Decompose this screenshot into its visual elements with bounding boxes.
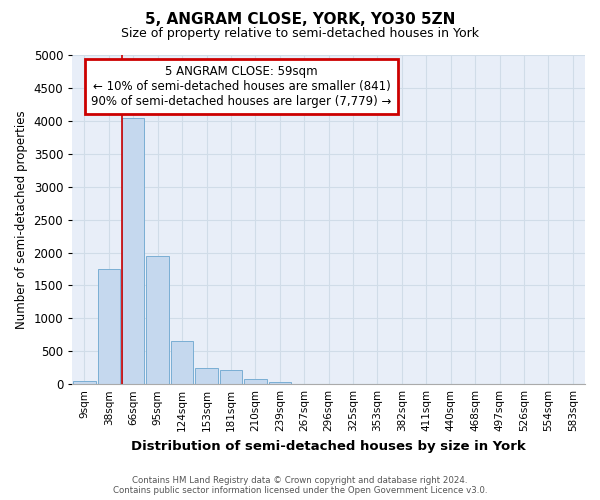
Bar xyxy=(269,382,291,384)
Bar xyxy=(122,118,145,384)
Bar xyxy=(98,269,120,384)
Y-axis label: Number of semi-detached properties: Number of semi-detached properties xyxy=(15,110,28,329)
Text: Contains HM Land Registry data © Crown copyright and database right 2024.
Contai: Contains HM Land Registry data © Crown c… xyxy=(113,476,487,495)
Text: 5 ANGRAM CLOSE: 59sqm
← 10% of semi-detached houses are smaller (841)
90% of sem: 5 ANGRAM CLOSE: 59sqm ← 10% of semi-deta… xyxy=(91,65,392,108)
Bar xyxy=(146,256,169,384)
Bar xyxy=(171,342,193,384)
Bar xyxy=(195,368,218,384)
Text: 5, ANGRAM CLOSE, YORK, YO30 5ZN: 5, ANGRAM CLOSE, YORK, YO30 5ZN xyxy=(145,12,455,28)
Bar xyxy=(73,381,95,384)
Bar xyxy=(244,379,266,384)
X-axis label: Distribution of semi-detached houses by size in York: Distribution of semi-detached houses by … xyxy=(131,440,526,452)
Bar xyxy=(220,370,242,384)
Text: Size of property relative to semi-detached houses in York: Size of property relative to semi-detach… xyxy=(121,28,479,40)
